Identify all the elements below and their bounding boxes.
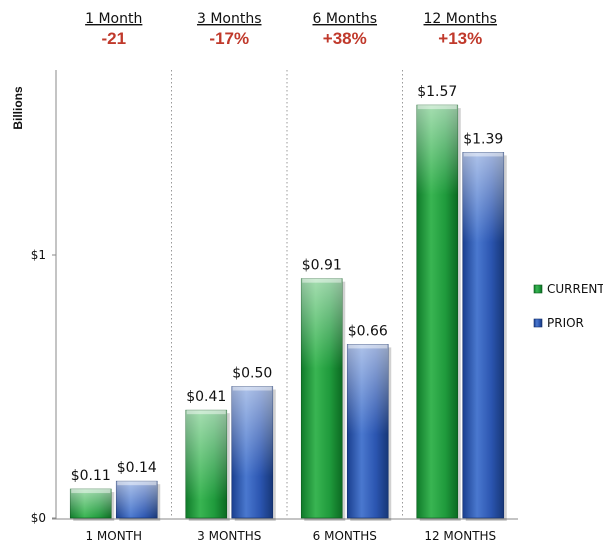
y-tick-label: $0 xyxy=(31,511,46,525)
bar-highlight xyxy=(347,344,389,435)
legend-label-prior: PRIOR xyxy=(547,316,584,330)
column-separators xyxy=(171,70,403,518)
bar-highlight xyxy=(70,489,112,518)
x-tick-label: 1 MONTH xyxy=(85,529,142,543)
bar-top-bevel xyxy=(463,152,503,157)
value-label: $0.14 xyxy=(117,460,157,476)
period-headers: 1 Month -21 3 Months -17% 6 Months +38% 12 Mon… xyxy=(85,11,497,48)
x-tick-label: 6 MONTHS xyxy=(313,529,377,543)
value-label: $0.41 xyxy=(186,389,226,405)
bar-current xyxy=(416,104,461,521)
legend-swatch-prior xyxy=(533,318,543,328)
bar-highlight xyxy=(416,105,458,196)
x-tick-label: 3 MONTHS xyxy=(197,529,261,543)
value-label: $0.66 xyxy=(348,323,388,339)
bar-current xyxy=(185,409,230,521)
axes: $0 $1 Billions 1 MONTH 3 MONTHS 6 MONTHS 12 MO… xyxy=(11,70,518,543)
value-labels: $0.11 $0.14 $0.41 $0.50 $0.91 $0.66 $1.57 $1.39 xyxy=(71,84,504,484)
x-tick-label: 12 MONTHS xyxy=(424,529,496,543)
bar-top-bevel xyxy=(117,481,157,486)
bar-highlight xyxy=(462,152,504,243)
y-axis-title: Billions xyxy=(11,86,25,130)
bar-top-bevel xyxy=(71,489,111,494)
value-label: $0.50 xyxy=(232,366,272,382)
bar-prior xyxy=(346,344,392,521)
bar-current xyxy=(69,488,115,521)
value-label: $0.91 xyxy=(302,258,342,274)
bar-top-bevel xyxy=(348,344,388,349)
legend-label-current: CURRENT xyxy=(547,282,603,296)
bars xyxy=(69,104,507,521)
bar-top-bevel xyxy=(417,105,457,110)
bar-prior xyxy=(462,152,507,521)
bar-prior xyxy=(231,386,276,521)
bar-highlight xyxy=(301,278,343,369)
value-label: $1.39 xyxy=(463,131,503,147)
bar-highlight xyxy=(116,481,158,518)
period-label: 12 Months xyxy=(424,11,497,27)
period-change: +13% xyxy=(438,29,482,48)
legend-swatch-current xyxy=(533,284,543,294)
period-label: 6 Months xyxy=(312,11,377,27)
bar-current xyxy=(300,278,346,521)
bar-top-bevel xyxy=(186,410,226,415)
period-change: -17% xyxy=(209,29,249,48)
bar-highlight xyxy=(185,410,227,501)
period-label: 3 Months xyxy=(197,11,262,27)
bar-prior xyxy=(115,480,161,521)
value-label: $1.57 xyxy=(417,84,457,100)
y-tick-label: $1 xyxy=(31,248,46,262)
period-label: 1 Month xyxy=(85,11,142,27)
bar-top-bevel xyxy=(302,278,342,283)
value-label: $0.11 xyxy=(71,468,111,484)
period-change: +38% xyxy=(323,29,367,48)
bar-top-bevel xyxy=(232,386,272,391)
period-change: -21 xyxy=(101,29,126,48)
bar-highlight xyxy=(231,386,273,477)
legend: CURRENT PRIOR xyxy=(533,282,603,330)
